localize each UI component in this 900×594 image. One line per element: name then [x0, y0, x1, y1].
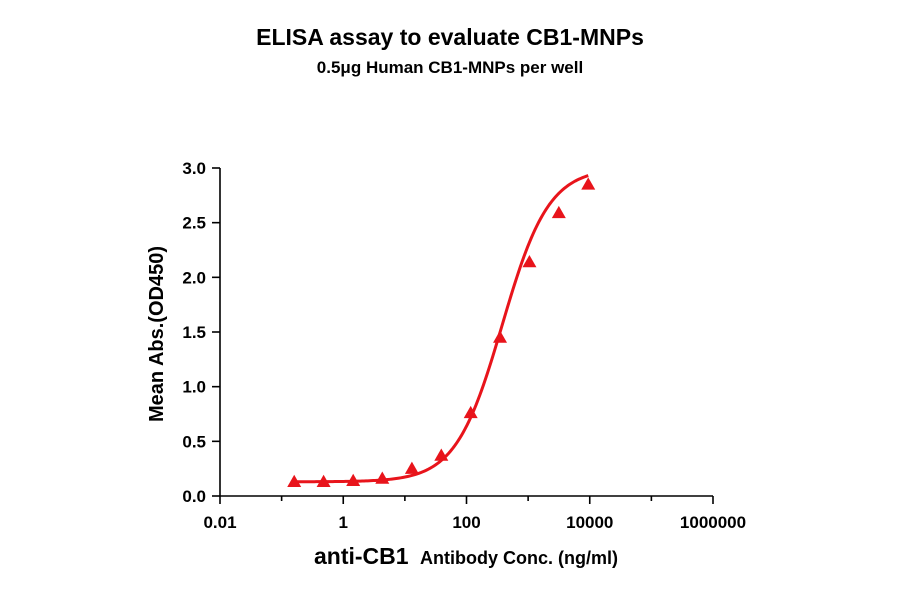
data-point-triangle [434, 448, 449, 461]
y-tick-label: 0.5 [182, 432, 206, 451]
chart-subtitle: 0.5μg Human CB1-MNPs per well [316, 58, 584, 77]
chart-title: ELISA assay to evaluate CB1-MNPs [256, 24, 644, 50]
data-point-triangle [287, 474, 302, 488]
data-point-triangle [522, 255, 537, 268]
y-tick-label: 2.0 [182, 268, 206, 287]
x-ticks: 0.01 1 100 10000 1000000 [203, 496, 746, 532]
x-axis-label-main: anti-CB1 [314, 543, 409, 569]
y-ticks: 0.0 0.5 1.0 1.5 2.0 2.5 3.0 [182, 159, 220, 506]
y-axis-label: Mean Abs.(OD450) [146, 246, 168, 422]
y-tick-label: 1.0 [182, 378, 206, 397]
x-tick-label: 1000000 [680, 513, 746, 532]
data-point-triangle [375, 471, 390, 484]
data-point-triangle [581, 177, 596, 190]
data-point-triangle [404, 461, 419, 474]
y-tick-label: 2.5 [182, 214, 206, 233]
x-tick-label: 100 [452, 513, 480, 532]
data-point-triangle [493, 330, 508, 343]
data-point-triangle [551, 205, 566, 219]
x-tick-label: 10000 [566, 513, 613, 532]
x-axis-label-rest: Antibody Conc. (ng/ml) [420, 548, 618, 568]
x-tick-label: 0.01 [203, 513, 236, 532]
x-tick-label: 1 [339, 513, 348, 532]
data-point-triangle [346, 473, 361, 486]
y-tick-label: 1.5 [182, 323, 206, 342]
data-point-triangle [463, 405, 478, 419]
axes [219, 168, 713, 497]
data-point-triangle [316, 474, 331, 488]
y-tick-label: 0.0 [182, 487, 206, 506]
x-axis-label: anti-CB1 Antibody Conc. (ng/ml) [314, 543, 618, 569]
fit-curve [294, 174, 589, 484]
data-points [287, 177, 596, 488]
y-tick-label: 3.0 [182, 159, 206, 178]
